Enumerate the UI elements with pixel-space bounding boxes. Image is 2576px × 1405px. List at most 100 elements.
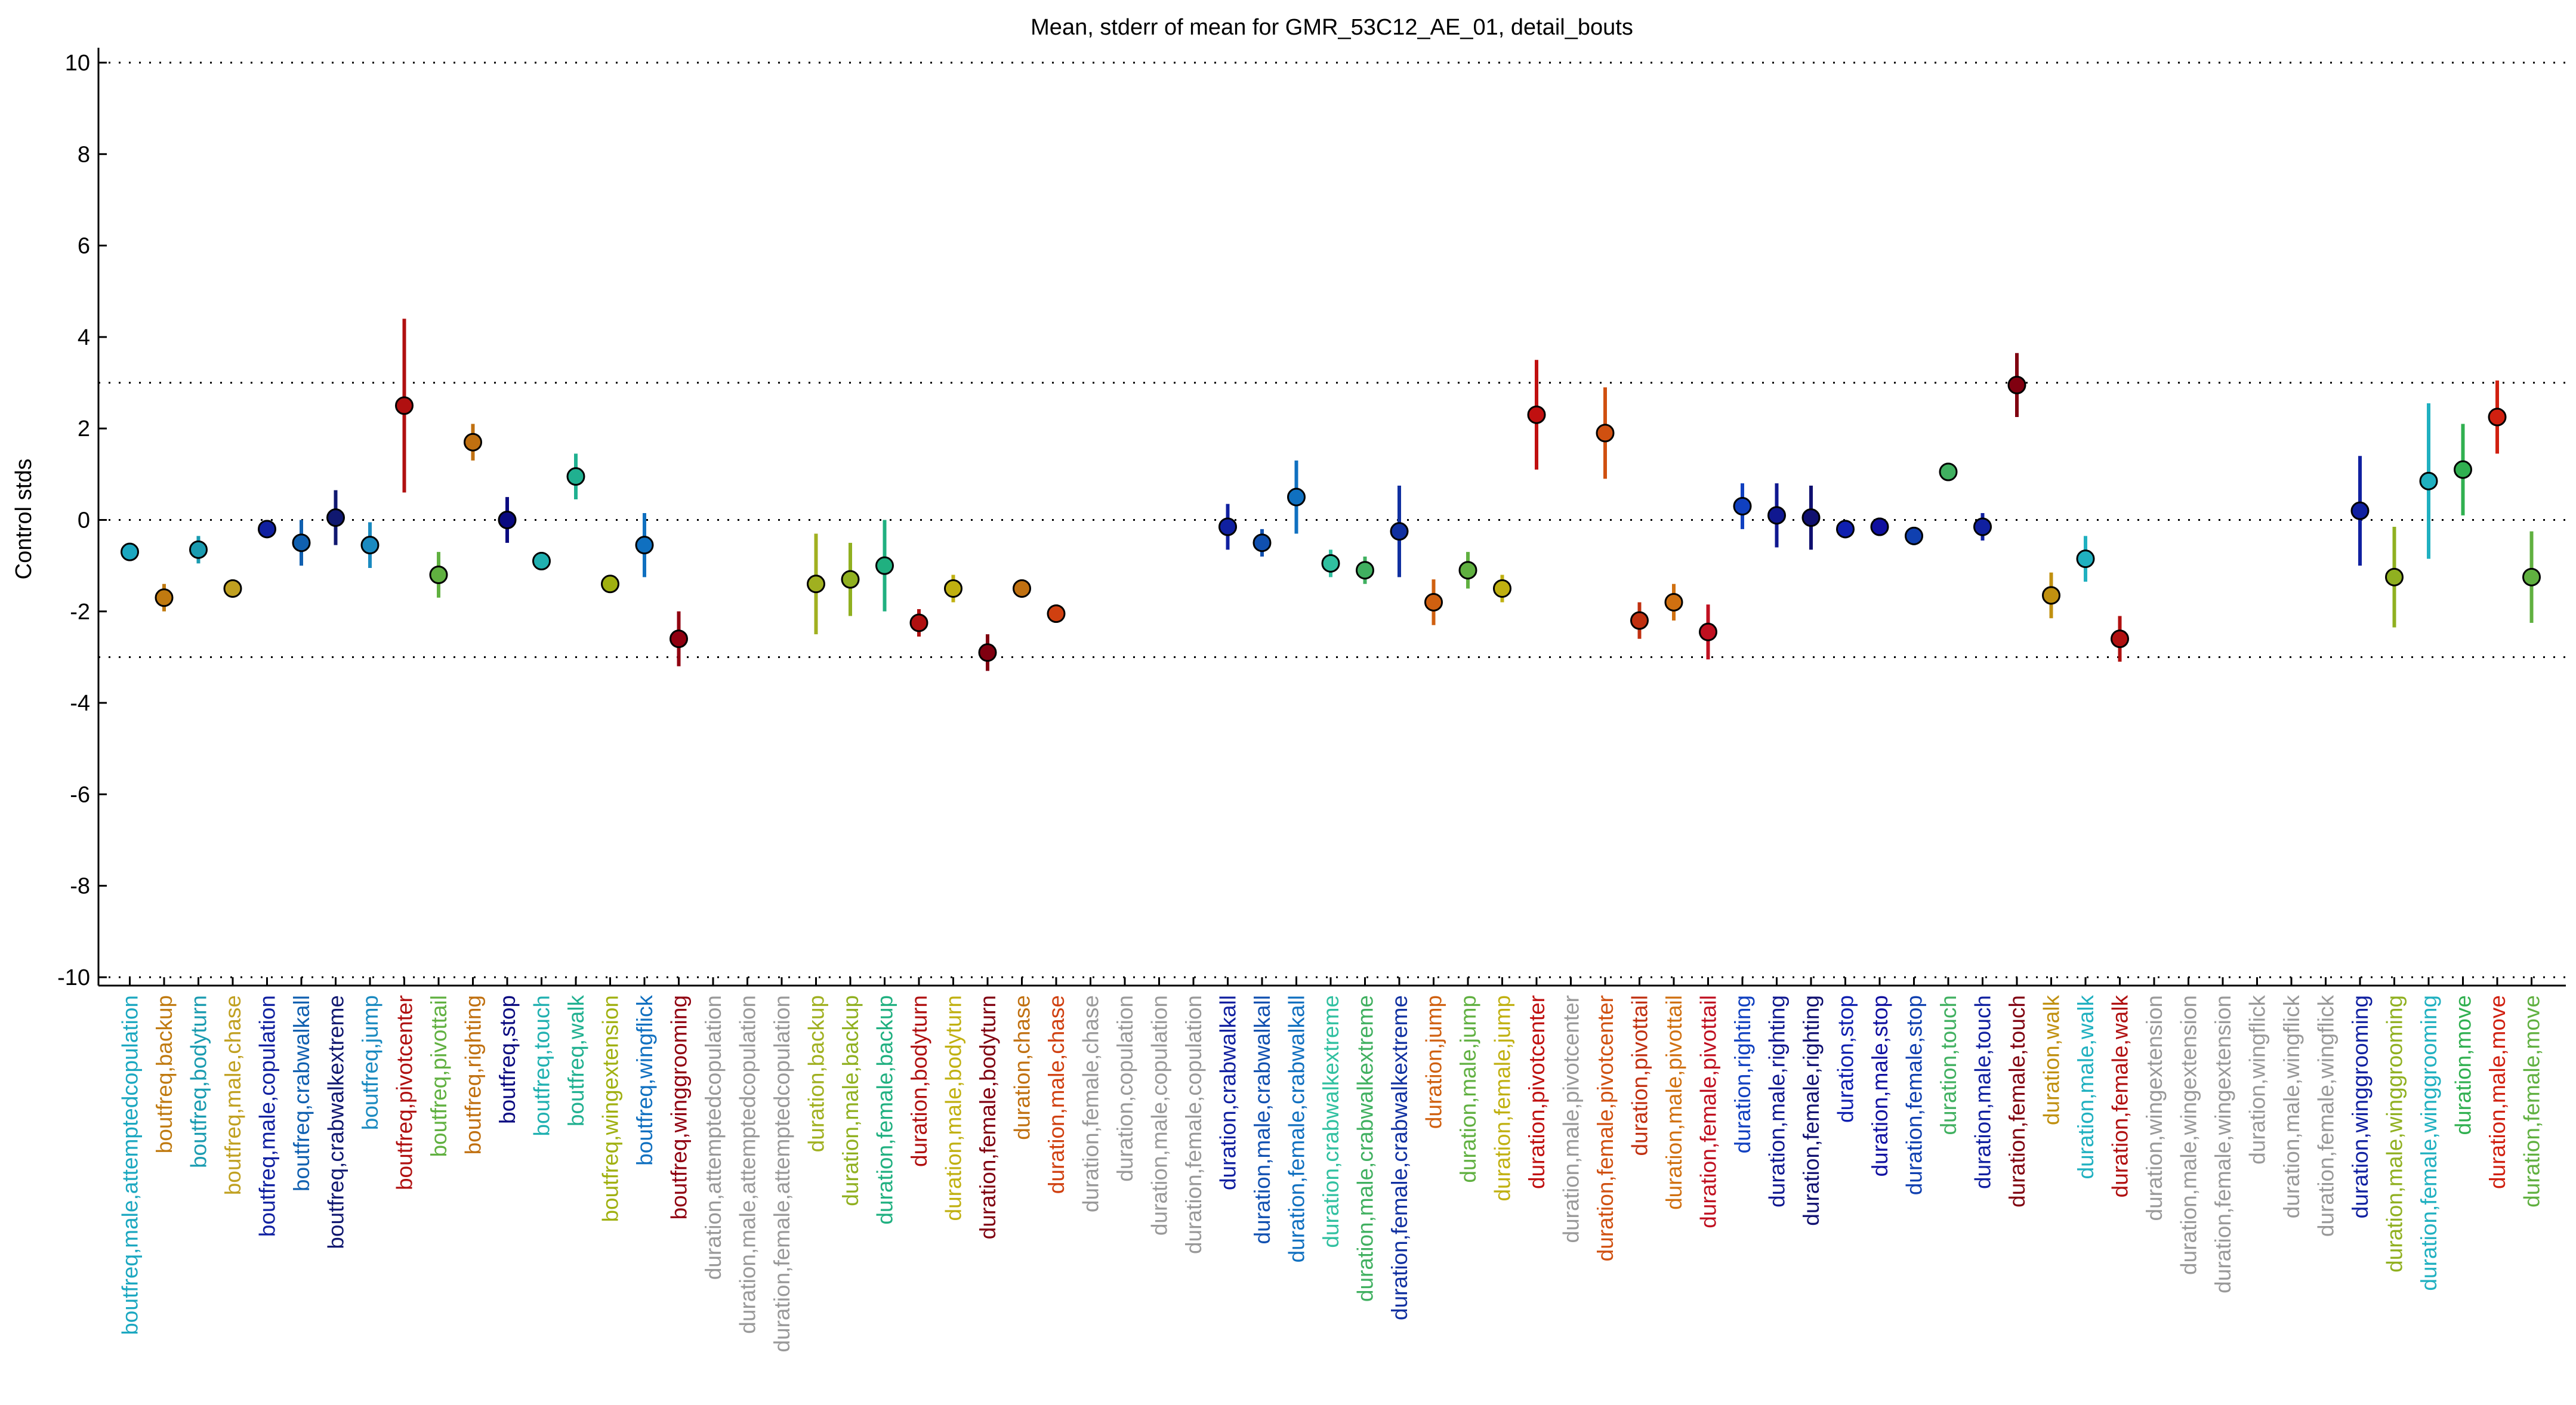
mean-marker bbox=[670, 629, 688, 649]
x-tick-label: boutfreq,male,chase bbox=[221, 995, 245, 1195]
x-tick-label: duration,crabwalkall bbox=[1216, 995, 1241, 1190]
mean-marker bbox=[1356, 561, 1374, 580]
mean-marker bbox=[429, 565, 448, 584]
x-tick-label: duration,copulation bbox=[1113, 995, 1137, 1182]
x-tick-label: boutfreq,jump bbox=[358, 995, 382, 1130]
x-tick-label: boutfreq,pivotcenter bbox=[393, 995, 417, 1190]
x-tick-label: duration,male,chase bbox=[1044, 995, 1069, 1194]
mean-marker bbox=[1733, 497, 1752, 516]
x-tick-label: boutfreq,male,copulation bbox=[255, 995, 280, 1237]
x-tick-label: duration,female,wingflick bbox=[2314, 995, 2339, 1237]
mean-marker bbox=[807, 575, 825, 594]
mean-marker bbox=[2454, 460, 2472, 479]
mean-marker bbox=[841, 570, 860, 589]
mean-marker bbox=[1252, 533, 1272, 552]
x-tick-label: duration,female,pivottail bbox=[1696, 995, 1721, 1228]
mean-marker bbox=[1767, 506, 1786, 525]
x-tick-label: duration,male,crabwalkall bbox=[1250, 995, 1275, 1244]
y-tick-label: 8 bbox=[78, 142, 90, 167]
y-tick-label: 2 bbox=[78, 416, 90, 441]
x-tick-label: duration,bodyturn bbox=[907, 995, 931, 1167]
x-tick-label: duration,female,righting bbox=[1799, 995, 1824, 1226]
x-tick-label: duration,female,move bbox=[2520, 995, 2544, 1208]
x-tick-label: boutfreq,bodyturn bbox=[187, 995, 211, 1168]
x-tick-label: duration,jump bbox=[1422, 995, 1446, 1129]
x-tick-label: boutfreq,winggrooming bbox=[667, 995, 692, 1219]
mean-marker bbox=[1287, 487, 1306, 507]
y-tick-label: -6 bbox=[70, 782, 90, 807]
x-tick-label: duration,pivotcenter bbox=[1525, 995, 1549, 1189]
x-tick-label: boutfreq,crabwalkall bbox=[289, 995, 314, 1191]
x-tick-label: duration,male,pivotcenter bbox=[1559, 995, 1584, 1243]
mean-marker bbox=[2350, 501, 2370, 520]
mean-marker bbox=[258, 520, 276, 539]
x-tick-label: duration,female,walk bbox=[2108, 995, 2133, 1198]
mean-marker bbox=[635, 536, 654, 555]
mean-marker bbox=[909, 613, 928, 632]
mean-marker bbox=[223, 579, 242, 598]
x-tick-label: duration,female,crabwalkall bbox=[1285, 995, 1309, 1262]
x-tick-label: duration,male,touch bbox=[1971, 995, 1995, 1189]
mean-marker bbox=[464, 433, 482, 452]
x-tick-label: boutfreq,wingextension bbox=[599, 995, 623, 1222]
x-tick-label: duration,male,crabwalkextreme bbox=[1353, 995, 1378, 1302]
y-tick-label: -8 bbox=[70, 874, 90, 899]
mean-marker bbox=[292, 533, 311, 552]
x-tick-label: boutfreq,righting bbox=[461, 995, 486, 1154]
mean-marker bbox=[1699, 622, 1717, 641]
x-tick-label: boutfreq,stop bbox=[495, 995, 520, 1124]
x-tick-label: duration,walk bbox=[2040, 995, 2064, 1126]
mean-marker bbox=[498, 511, 517, 529]
mean-marker bbox=[944, 579, 962, 598]
x-tick-label: duration,female,crabwalkextreme bbox=[1387, 995, 1412, 1320]
x-tick-label: duration,male,backup bbox=[838, 995, 863, 1206]
x-tick-label: duration,male,winggrooming bbox=[2383, 995, 2407, 1273]
x-tick-label: duration,righting bbox=[1730, 995, 1755, 1153]
mean-marker bbox=[532, 551, 551, 570]
mean-marker bbox=[601, 575, 619, 594]
x-tick-label: duration,crabwalkextreme bbox=[1319, 995, 1343, 1248]
y-tick-label: -10 bbox=[57, 965, 90, 990]
x-tick-label: duration,female,copulation bbox=[1181, 995, 1206, 1254]
mean-marker bbox=[1664, 592, 1683, 612]
x-tick-label: boutfreq,male,attemptedcopulation bbox=[118, 995, 143, 1335]
x-tick-label: duration,female,stop bbox=[1902, 995, 1927, 1195]
mean-marker bbox=[1493, 579, 1511, 598]
mean-marker bbox=[1390, 522, 1409, 541]
mean-marker bbox=[2419, 471, 2438, 490]
mean-marker bbox=[1424, 592, 1443, 612]
mean-marker bbox=[566, 467, 585, 486]
x-tick-label: boutfreq,crabwalkextreme bbox=[324, 995, 348, 1249]
x-tick-label: duration,attemptedcopulation bbox=[701, 995, 726, 1280]
x-tick-label: duration,female,backup bbox=[873, 995, 897, 1225]
mean-marker bbox=[875, 556, 894, 575]
mean-marker bbox=[1013, 579, 1031, 598]
x-tick-label: duration,stop bbox=[1834, 995, 1858, 1123]
x-tick-label: duration,male,pivottail bbox=[1662, 995, 1686, 1210]
x-tick-label: duration,wingextension bbox=[2142, 995, 2167, 1221]
mean-marker bbox=[1321, 554, 1340, 573]
x-tick-label: duration,male,righting bbox=[1765, 995, 1790, 1208]
mean-marker bbox=[978, 643, 997, 662]
mean-marker bbox=[395, 396, 414, 415]
y-tick-label: 4 bbox=[78, 325, 90, 350]
x-tick-label: duration,male,attemptedcopulation bbox=[736, 995, 760, 1334]
x-tick-label: duration,male,jump bbox=[1456, 995, 1480, 1183]
mean-marker bbox=[360, 536, 380, 555]
x-tick-label: duration,female,jump bbox=[1491, 995, 1515, 1202]
chart-title: Mean, stderr of mean for GMR_53C12_AE_01… bbox=[1031, 15, 1633, 40]
mean-marker bbox=[1905, 526, 1923, 545]
x-tick-label: duration,pivottail bbox=[1628, 995, 1652, 1156]
x-tick-label: duration,male,walk bbox=[2074, 995, 2098, 1179]
mean-marker bbox=[1458, 561, 1477, 580]
mean-marker bbox=[2076, 549, 2095, 569]
mean-marker bbox=[1973, 517, 1992, 536]
mean-marker bbox=[1527, 405, 1546, 424]
mean-marker bbox=[326, 508, 345, 527]
x-tick-label: duration,female,chase bbox=[1079, 995, 1103, 1212]
mean-marker bbox=[2007, 375, 2026, 394]
x-tick-label: duration,male,bodyturn bbox=[942, 995, 966, 1221]
x-tick-label: boutfreq,wingflick bbox=[633, 995, 657, 1166]
x-tick-label: duration,female,winggrooming bbox=[2417, 995, 2441, 1291]
